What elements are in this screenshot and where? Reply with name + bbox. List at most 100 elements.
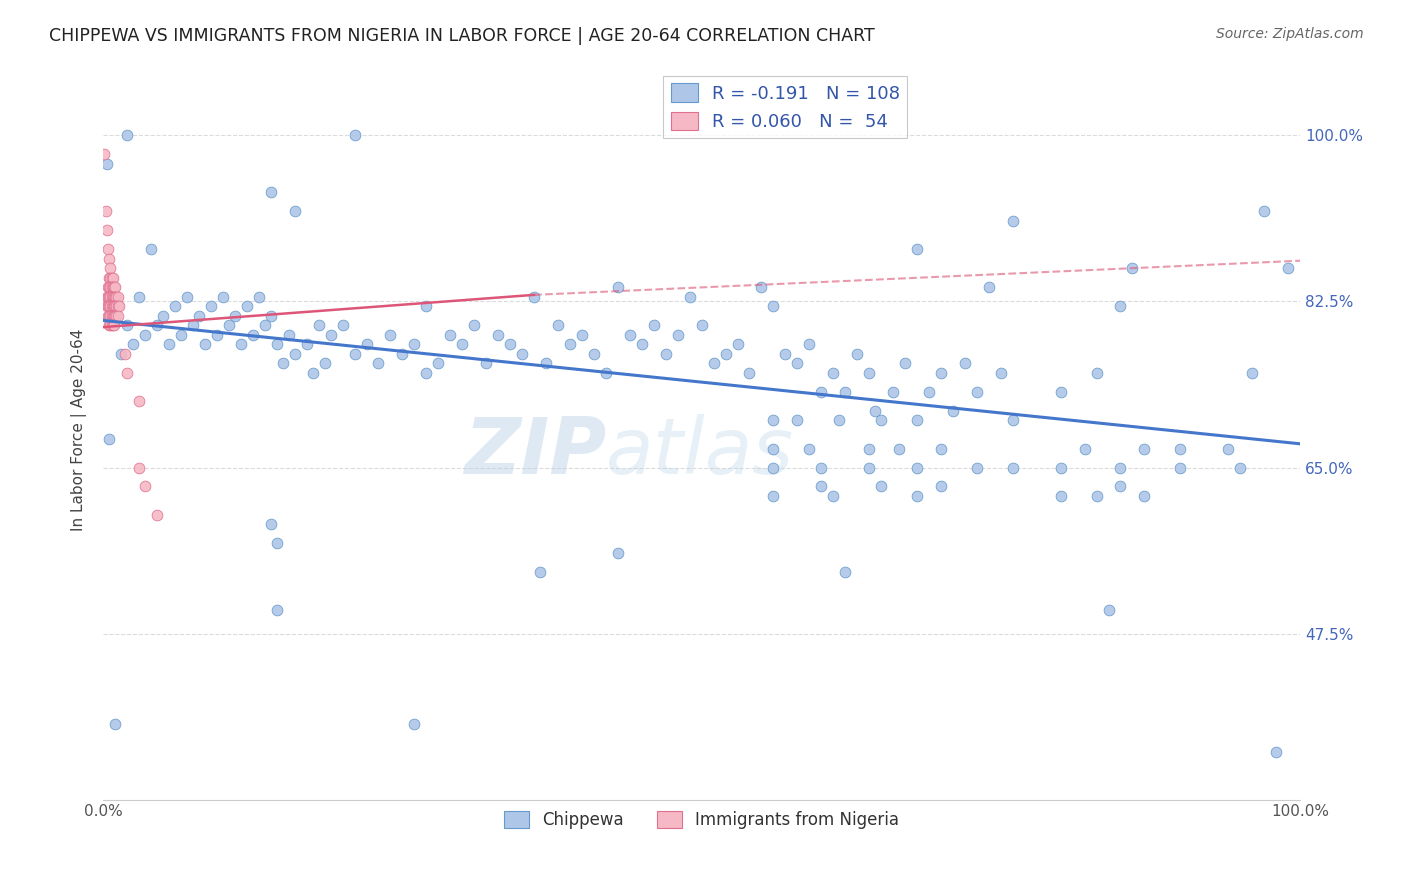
- Point: [391, 346, 413, 360]
- Point: [1109, 479, 1132, 493]
- Point: [1218, 442, 1240, 456]
- Point: [415, 366, 437, 380]
- Point: [176, 290, 198, 304]
- Point: [295, 337, 318, 351]
- Point: [100, 280, 122, 294]
- Point: [98, 309, 121, 323]
- Point: [380, 327, 402, 342]
- Point: [738, 366, 761, 380]
- Point: [103, 318, 125, 333]
- Point: [582, 346, 605, 360]
- Point: [101, 299, 124, 313]
- Point: [96, 299, 118, 313]
- Point: [308, 318, 330, 333]
- Point: [100, 270, 122, 285]
- Point: [94, 204, 117, 219]
- Point: [170, 327, 193, 342]
- Point: [486, 327, 509, 342]
- Point: [128, 460, 150, 475]
- Point: [810, 384, 832, 399]
- Point: [103, 309, 125, 323]
- Point: [404, 716, 426, 731]
- Point: [97, 299, 120, 313]
- Point: [799, 442, 821, 456]
- Point: [929, 442, 952, 456]
- Point: [96, 290, 118, 304]
- Point: [905, 243, 928, 257]
- Point: [727, 337, 749, 351]
- Point: [810, 460, 832, 475]
- Point: [284, 346, 307, 360]
- Point: [630, 337, 652, 351]
- Point: [163, 299, 186, 313]
- Point: [703, 356, 725, 370]
- Point: [1049, 384, 1071, 399]
- Point: [762, 299, 785, 313]
- Point: [96, 223, 118, 237]
- Point: [1170, 442, 1192, 456]
- Point: [103, 290, 125, 304]
- Point: [666, 327, 689, 342]
- Point: [107, 290, 129, 304]
- Point: [894, 356, 917, 370]
- Point: [103, 280, 125, 294]
- Point: [105, 309, 128, 323]
- Point: [100, 309, 122, 323]
- Legend: Chippewa, Immigrants from Nigeria: Chippewa, Immigrants from Nigeria: [498, 804, 905, 836]
- Point: [990, 366, 1012, 380]
- Point: [100, 290, 122, 304]
- Point: [1085, 489, 1108, 503]
- Point: [1265, 745, 1288, 759]
- Point: [146, 508, 169, 522]
- Text: CHIPPEWA VS IMMIGRANTS FROM NIGERIA IN LABOR FORCE | AGE 20-64 CORRELATION CHART: CHIPPEWA VS IMMIGRANTS FROM NIGERIA IN L…: [49, 27, 875, 45]
- Y-axis label: In Labor Force | Age 20-64: In Labor Force | Age 20-64: [72, 328, 87, 531]
- Point: [114, 346, 136, 360]
- Text: atlas: atlas: [606, 414, 794, 490]
- Point: [858, 366, 880, 380]
- Point: [1109, 460, 1132, 475]
- Point: [260, 309, 283, 323]
- Point: [1085, 366, 1108, 380]
- Point: [367, 356, 389, 370]
- Point: [146, 318, 169, 333]
- Point: [1001, 460, 1024, 475]
- Point: [218, 318, 240, 333]
- Point: [427, 356, 450, 370]
- Point: [100, 299, 122, 313]
- Point: [439, 327, 461, 342]
- Point: [823, 489, 845, 503]
- Point: [343, 128, 366, 143]
- Point: [475, 356, 498, 370]
- Point: [643, 318, 665, 333]
- Point: [810, 479, 832, 493]
- Point: [100, 318, 122, 333]
- Point: [253, 318, 276, 333]
- Point: [1277, 261, 1299, 276]
- Point: [953, 356, 976, 370]
- Point: [115, 128, 138, 143]
- Point: [823, 366, 845, 380]
- Point: [107, 299, 129, 313]
- Point: [1241, 366, 1264, 380]
- Point: [834, 565, 856, 579]
- Point: [236, 299, 259, 313]
- Point: [104, 309, 127, 323]
- Point: [834, 384, 856, 399]
- Point: [529, 565, 551, 579]
- Point: [786, 413, 808, 427]
- Point: [929, 479, 952, 493]
- Point: [107, 299, 129, 313]
- Point: [100, 318, 122, 333]
- Point: [942, 403, 965, 417]
- Point: [104, 290, 127, 304]
- Point: [104, 309, 127, 323]
- Point: [606, 546, 628, 560]
- Point: [606, 280, 628, 294]
- Point: [558, 337, 581, 351]
- Point: [98, 270, 121, 285]
- Point: [205, 327, 228, 342]
- Point: [828, 413, 851, 427]
- Point: [128, 290, 150, 304]
- Point: [751, 280, 773, 294]
- Point: [122, 337, 145, 351]
